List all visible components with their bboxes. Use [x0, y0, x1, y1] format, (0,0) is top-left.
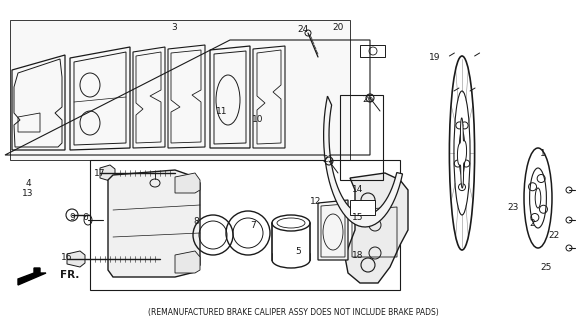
Text: 14: 14: [352, 186, 364, 195]
Text: 21: 21: [322, 156, 333, 164]
Polygon shape: [18, 268, 46, 285]
Polygon shape: [10, 20, 350, 160]
Text: 23: 23: [507, 204, 519, 212]
Text: 12: 12: [311, 196, 322, 205]
Text: FR.: FR.: [60, 270, 79, 280]
Text: 3: 3: [171, 22, 177, 31]
Text: 7: 7: [250, 220, 256, 229]
Text: 18: 18: [352, 251, 364, 260]
Text: 22: 22: [548, 230, 559, 239]
Polygon shape: [100, 165, 115, 181]
Polygon shape: [345, 173, 408, 283]
Text: 10: 10: [252, 116, 264, 124]
Polygon shape: [323, 96, 403, 227]
Text: 8: 8: [193, 217, 199, 226]
Text: 2: 2: [529, 219, 535, 228]
Text: 15: 15: [352, 213, 364, 222]
Text: 9: 9: [69, 212, 75, 221]
Text: 13: 13: [22, 188, 33, 197]
Polygon shape: [108, 170, 200, 277]
Text: 17: 17: [95, 169, 106, 178]
Text: 24: 24: [298, 26, 309, 35]
Polygon shape: [175, 251, 200, 273]
Text: (REMANUFACTURED BRAKE CALIPER ASSY DOES NOT INCLUDE BRAKE PADS): (REMANUFACTURED BRAKE CALIPER ASSY DOES …: [147, 308, 438, 316]
Polygon shape: [175, 173, 200, 193]
Text: 6: 6: [82, 213, 88, 222]
Text: 5: 5: [295, 246, 301, 255]
Polygon shape: [350, 200, 375, 215]
Text: 4: 4: [25, 179, 31, 188]
Text: 11: 11: [216, 108, 228, 116]
Polygon shape: [67, 251, 85, 267]
Polygon shape: [457, 118, 467, 188]
Text: 19: 19: [429, 52, 441, 61]
Polygon shape: [318, 200, 348, 260]
Text: 16: 16: [61, 252, 73, 261]
Text: 20: 20: [332, 22, 343, 31]
Text: 26: 26: [362, 95, 374, 105]
Text: 25: 25: [540, 263, 552, 273]
Text: 1: 1: [540, 148, 546, 157]
